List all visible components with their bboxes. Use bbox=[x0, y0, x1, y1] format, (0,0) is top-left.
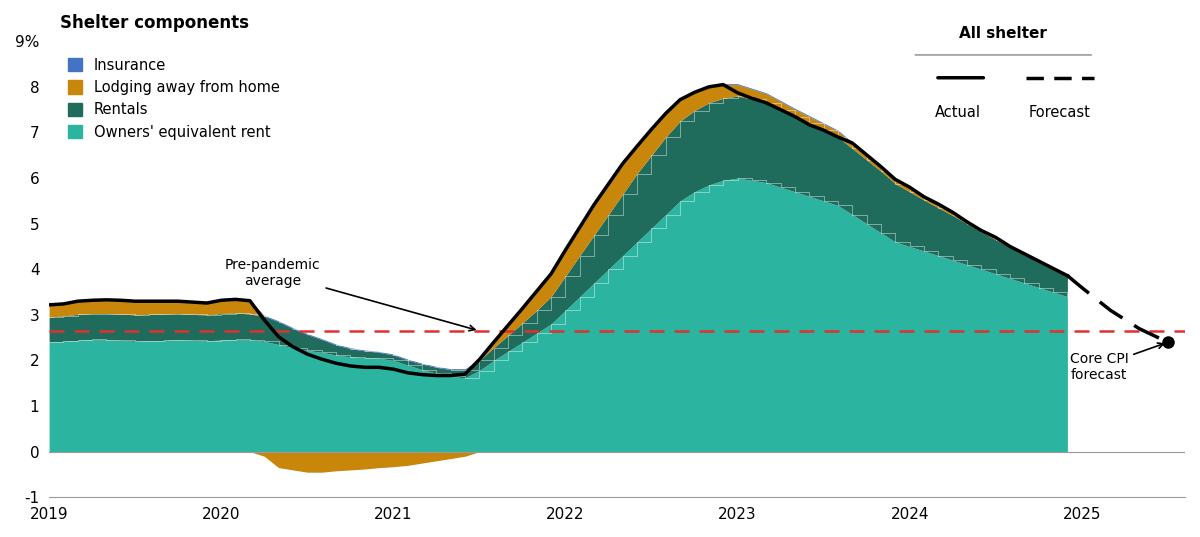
Text: Pre-pandemic
average: Pre-pandemic average bbox=[226, 258, 475, 331]
Text: Shelter components: Shelter components bbox=[60, 14, 250, 32]
Text: Core CPI
forecast: Core CPI forecast bbox=[1069, 343, 1164, 382]
Text: All shelter: All shelter bbox=[959, 26, 1048, 41]
Text: Forecast: Forecast bbox=[1030, 105, 1091, 120]
Text: Actual: Actual bbox=[935, 105, 980, 120]
Legend: Insurance, Lodging away from home, Rentals, Owners' equivalent rent: Insurance, Lodging away from home, Renta… bbox=[67, 57, 280, 140]
